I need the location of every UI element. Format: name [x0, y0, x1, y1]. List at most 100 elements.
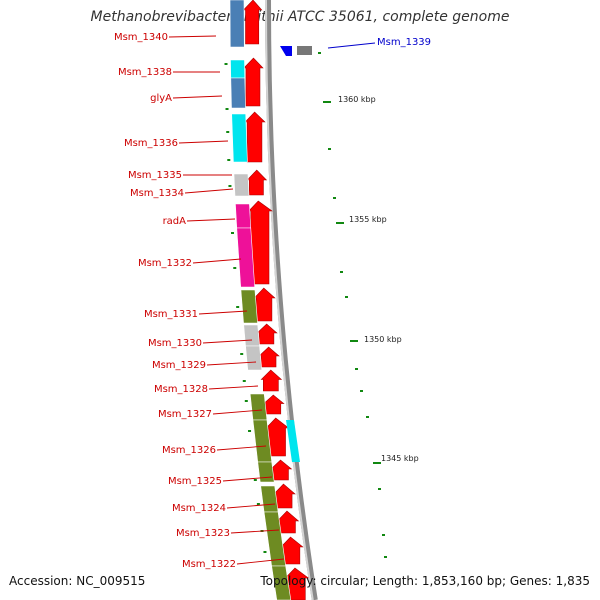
gene-arrow-forward[interactable] [248, 200, 273, 285]
tick-mark [227, 159, 231, 161]
cog-box[interactable] [243, 324, 260, 347]
leader-line [168, 35, 217, 38]
leader-line [186, 218, 236, 222]
gene-label[interactable]: Msm_1323 [176, 528, 230, 539]
scale-tick [323, 101, 331, 103]
cog-box[interactable] [240, 289, 258, 324]
leader-line [212, 409, 263, 415]
scale-tick [318, 52, 321, 54]
cog-box[interactable] [271, 565, 292, 600]
cog-box[interactable] [260, 485, 279, 513]
gene-label[interactable]: Msm_1335 [128, 170, 182, 181]
leader-line [208, 385, 259, 390]
gene-arrow-reverse-grey[interactable] [297, 46, 312, 55]
cog-box[interactable] [229, 0, 245, 48]
leader-line [230, 529, 280, 534]
leader-line [222, 476, 273, 482]
tick-mark [253, 479, 257, 481]
accession-label: Accession: NC_009515 [9, 574, 146, 588]
tick-mark [228, 185, 232, 187]
cog-box[interactable] [236, 227, 256, 288]
map-title: Methanobrevibacter smithii ATCC 35061, c… [90, 9, 510, 25]
leader-line [192, 258, 242, 264]
gene-label[interactable]: Msm_1332 [138, 258, 192, 269]
gene-label[interactable]: Msm_1324 [172, 503, 226, 514]
scale-tick [328, 148, 331, 150]
gene-label[interactable]: Msm_1325 [168, 476, 222, 487]
gene-arrow-forward[interactable] [244, 111, 266, 163]
gene-label[interactable]: Msm_1339 [377, 37, 431, 48]
leader-line [202, 339, 253, 344]
tick-mark [240, 353, 244, 355]
gene-label[interactable]: Msm_1328 [154, 384, 208, 395]
scale-label: 1345 kbp [381, 454, 419, 463]
gene-label[interactable]: Msm_1327 [158, 409, 212, 420]
gene-label[interactable]: Msm_1338 [118, 67, 172, 78]
gene-label[interactable]: Msm_1322 [182, 559, 236, 570]
cog-box[interactable] [235, 203, 252, 229]
cog-box[interactable] [230, 77, 246, 109]
backbone [265, 0, 318, 600]
tick-mark [256, 503, 260, 505]
scale-tick [340, 271, 343, 273]
scale-tick [345, 296, 348, 298]
scale-tick [350, 340, 358, 342]
leader-line [184, 188, 234, 194]
gene-label[interactable]: Msm_1326 [162, 445, 216, 456]
gene-label[interactable]: glyA [150, 93, 172, 104]
tick-mark [236, 306, 240, 308]
scale-tick [360, 390, 363, 392]
cog-box[interactable] [286, 420, 300, 462]
gene-arrow-forward[interactable] [243, 57, 264, 107]
scale-label: 1350 kbp [364, 335, 402, 344]
gene-arrow-forward[interactable] [256, 323, 278, 345]
gene-arrow-forward[interactable] [246, 169, 268, 196]
cog-box[interactable] [231, 113, 248, 163]
gene-arrow-forward[interactable] [260, 369, 283, 392]
scale-label: 1360 kbp [338, 95, 376, 104]
leader-line [172, 95, 223, 99]
gene-arrow-reverse[interactable] [280, 46, 292, 56]
tick-mark [230, 232, 234, 234]
leader-line [327, 42, 376, 49]
gene-arrow-forward[interactable] [258, 346, 280, 368]
genome-summary: Topology: circular; Length: 1,853,160 bp… [260, 574, 590, 588]
gene-arrow-forward[interactable] [270, 459, 293, 481]
scale-tick [378, 488, 381, 490]
tick-mark [224, 63, 228, 65]
leader-line [236, 558, 285, 565]
scale-tick [373, 462, 381, 464]
scale-label: 1355 kbp [349, 215, 387, 224]
cog-box[interactable] [257, 461, 275, 483]
gene-label[interactable]: Msm_1334 [130, 188, 184, 199]
gene-label[interactable]: Msm_1330 [148, 338, 202, 349]
gene-arrow-forward[interactable] [263, 394, 285, 415]
tick-mark [225, 108, 229, 110]
scale-tick [382, 534, 385, 536]
gene-label[interactable]: radA [163, 216, 187, 227]
leader-line [206, 361, 257, 366]
tick-mark [242, 380, 246, 382]
scale-tick [336, 222, 344, 224]
gene-label[interactable]: Msm_1340 [114, 32, 168, 43]
gene-arrow-forward[interactable] [253, 287, 276, 322]
cog-box[interactable] [249, 393, 268, 421]
scale-tick [333, 197, 336, 199]
gene-arrow-forward[interactable] [242, 0, 263, 45]
gene-label[interactable]: Msm_1336 [124, 138, 178, 149]
scale-tick [366, 416, 369, 418]
cog-box[interactable] [233, 173, 250, 197]
leader-line [198, 310, 248, 315]
gene-label[interactable]: Msm_1329 [152, 360, 206, 371]
tick-mark [248, 430, 252, 432]
leader-line [226, 503, 276, 509]
leader-line [216, 445, 267, 451]
leader-line [178, 140, 229, 144]
backbone-highlight [265, 0, 314, 600]
tick-mark [244, 400, 248, 402]
scale-tick [384, 556, 387, 558]
cog-box[interactable] [245, 345, 263, 371]
gene-label[interactable]: Msm_1331 [144, 309, 198, 320]
cog-box[interactable] [230, 59, 246, 79]
